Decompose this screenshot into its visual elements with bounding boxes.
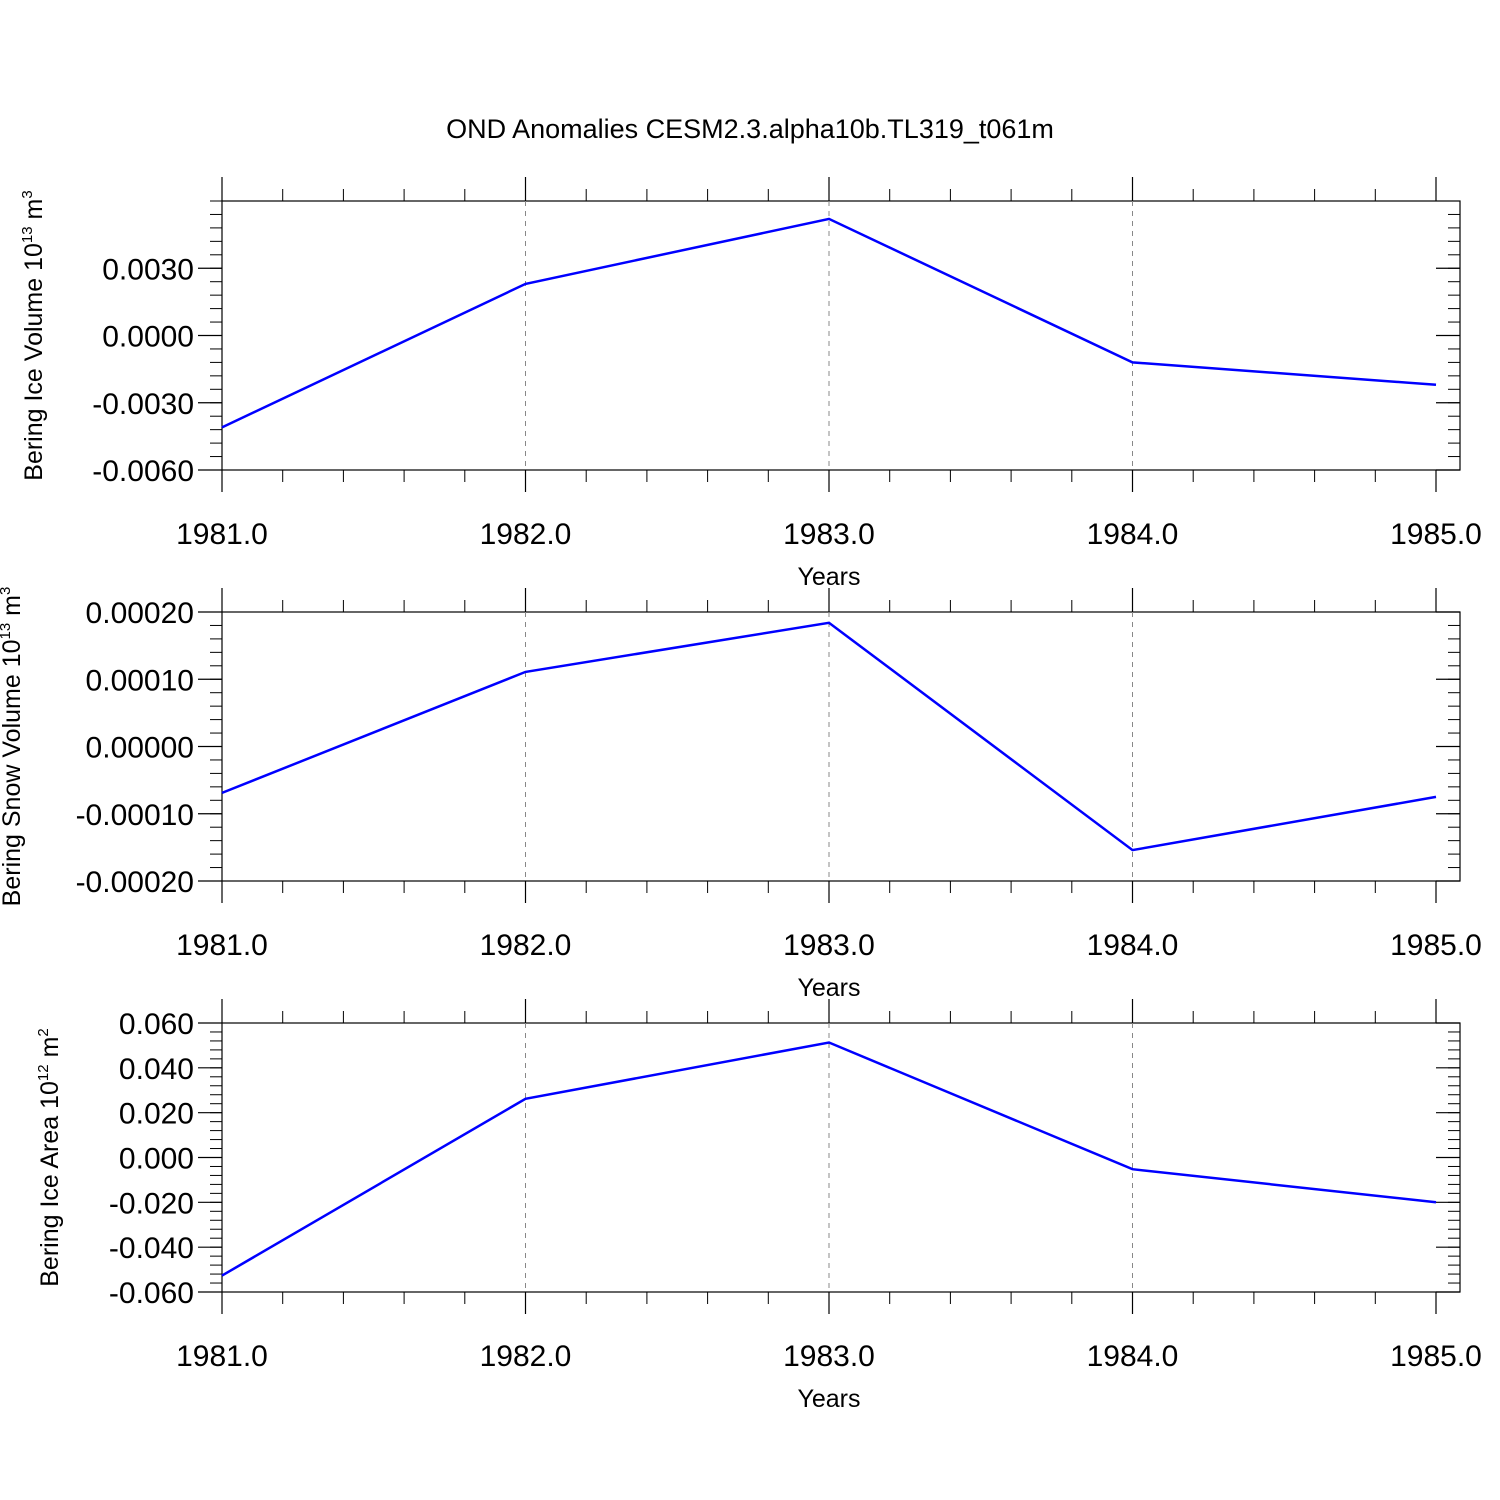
y-tick-label: -0.060 [109, 1277, 194, 1310]
x-tick-label: 1982.0 [480, 929, 572, 962]
y-tick-label: -0.0030 [92, 388, 194, 421]
y-tick-label: -0.020 [109, 1187, 194, 1220]
series-line [221, 217, 1437, 429]
y-tick-label: 0.00020 [86, 597, 194, 630]
y-tick-label: 0.00000 [86, 732, 194, 765]
y-tick-label: 0.040 [119, 1053, 194, 1086]
y-tick-label: 0.0030 [102, 253, 194, 286]
x-tick-label: 1981.0 [176, 1340, 268, 1373]
x-tick-label: 1981.0 [176, 929, 268, 962]
plot-frame [221, 1022, 1461, 1293]
y-tick-label: -0.040 [109, 1232, 194, 1265]
y-axis-title: Bering Ice Volume 1013 m3 [19, 190, 48, 480]
y-tick-label: -0.0060 [92, 455, 194, 488]
x-tick-label: 1985.0 [1390, 518, 1482, 551]
x-tick-label: 1984.0 [1087, 929, 1179, 962]
x-axis-title: Years [797, 1385, 860, 1413]
x-axis-title: Years [797, 974, 860, 1002]
y-tick-label: 0.020 [119, 1098, 194, 1131]
y-tick-label: -0.00020 [76, 866, 194, 899]
y-axis-title: Bering Ice Area 1012 m2 [35, 1028, 64, 1287]
figure-title: OND Anomalies CESM2.3.alpha10b.TL319_t06… [446, 114, 1054, 144]
x-tick-label: 1982.0 [480, 1340, 572, 1373]
panels: 1981.0 1982.0 1983.0 1984.0 1985.0 0.0030 0.00… [0, 177, 1482, 1413]
y-tick-label: 0.000 [119, 1143, 194, 1176]
x-tick-label: 1981.0 [176, 518, 268, 551]
x-tick-label: 1985.0 [1390, 1340, 1482, 1373]
chart-panel-3: 1981.0 1982.0 1983.0 1984.0 1985.0 0.060 0.040… [35, 999, 1482, 1413]
x-tick-label: 1984.0 [1087, 518, 1179, 551]
y-tick-label: 0.060 [119, 1008, 194, 1041]
x-tick-label: 1982.0 [480, 518, 572, 551]
x-tick-label: 1983.0 [783, 929, 875, 962]
chart-panel-2: 1981.0 1982.0 1983.0 1984.0 1985.0 0.00020 0.0… [0, 587, 1482, 1002]
y-tick-label: 0.0000 [102, 321, 194, 354]
x-tick-label: 1983.0 [783, 1340, 875, 1373]
y-tick-label: 0.00010 [86, 664, 194, 697]
x-axis-title: Years [797, 563, 860, 591]
chart-panel-1: 1981.0 1982.0 1983.0 1984.0 1985.0 0.0030 0.00… [19, 177, 1482, 591]
x-tick-label: 1984.0 [1087, 1340, 1179, 1373]
plot-frame [221, 611, 1461, 882]
x-tick-label: 1985.0 [1390, 929, 1482, 962]
x-tick-label: 1983.0 [783, 518, 875, 551]
series-line [221, 621, 1437, 852]
y-tick-label: -0.00010 [76, 799, 194, 832]
y-axis-title: Bering Snow Volume 1013 m3 [0, 587, 26, 907]
plot-frame [221, 200, 1461, 471]
